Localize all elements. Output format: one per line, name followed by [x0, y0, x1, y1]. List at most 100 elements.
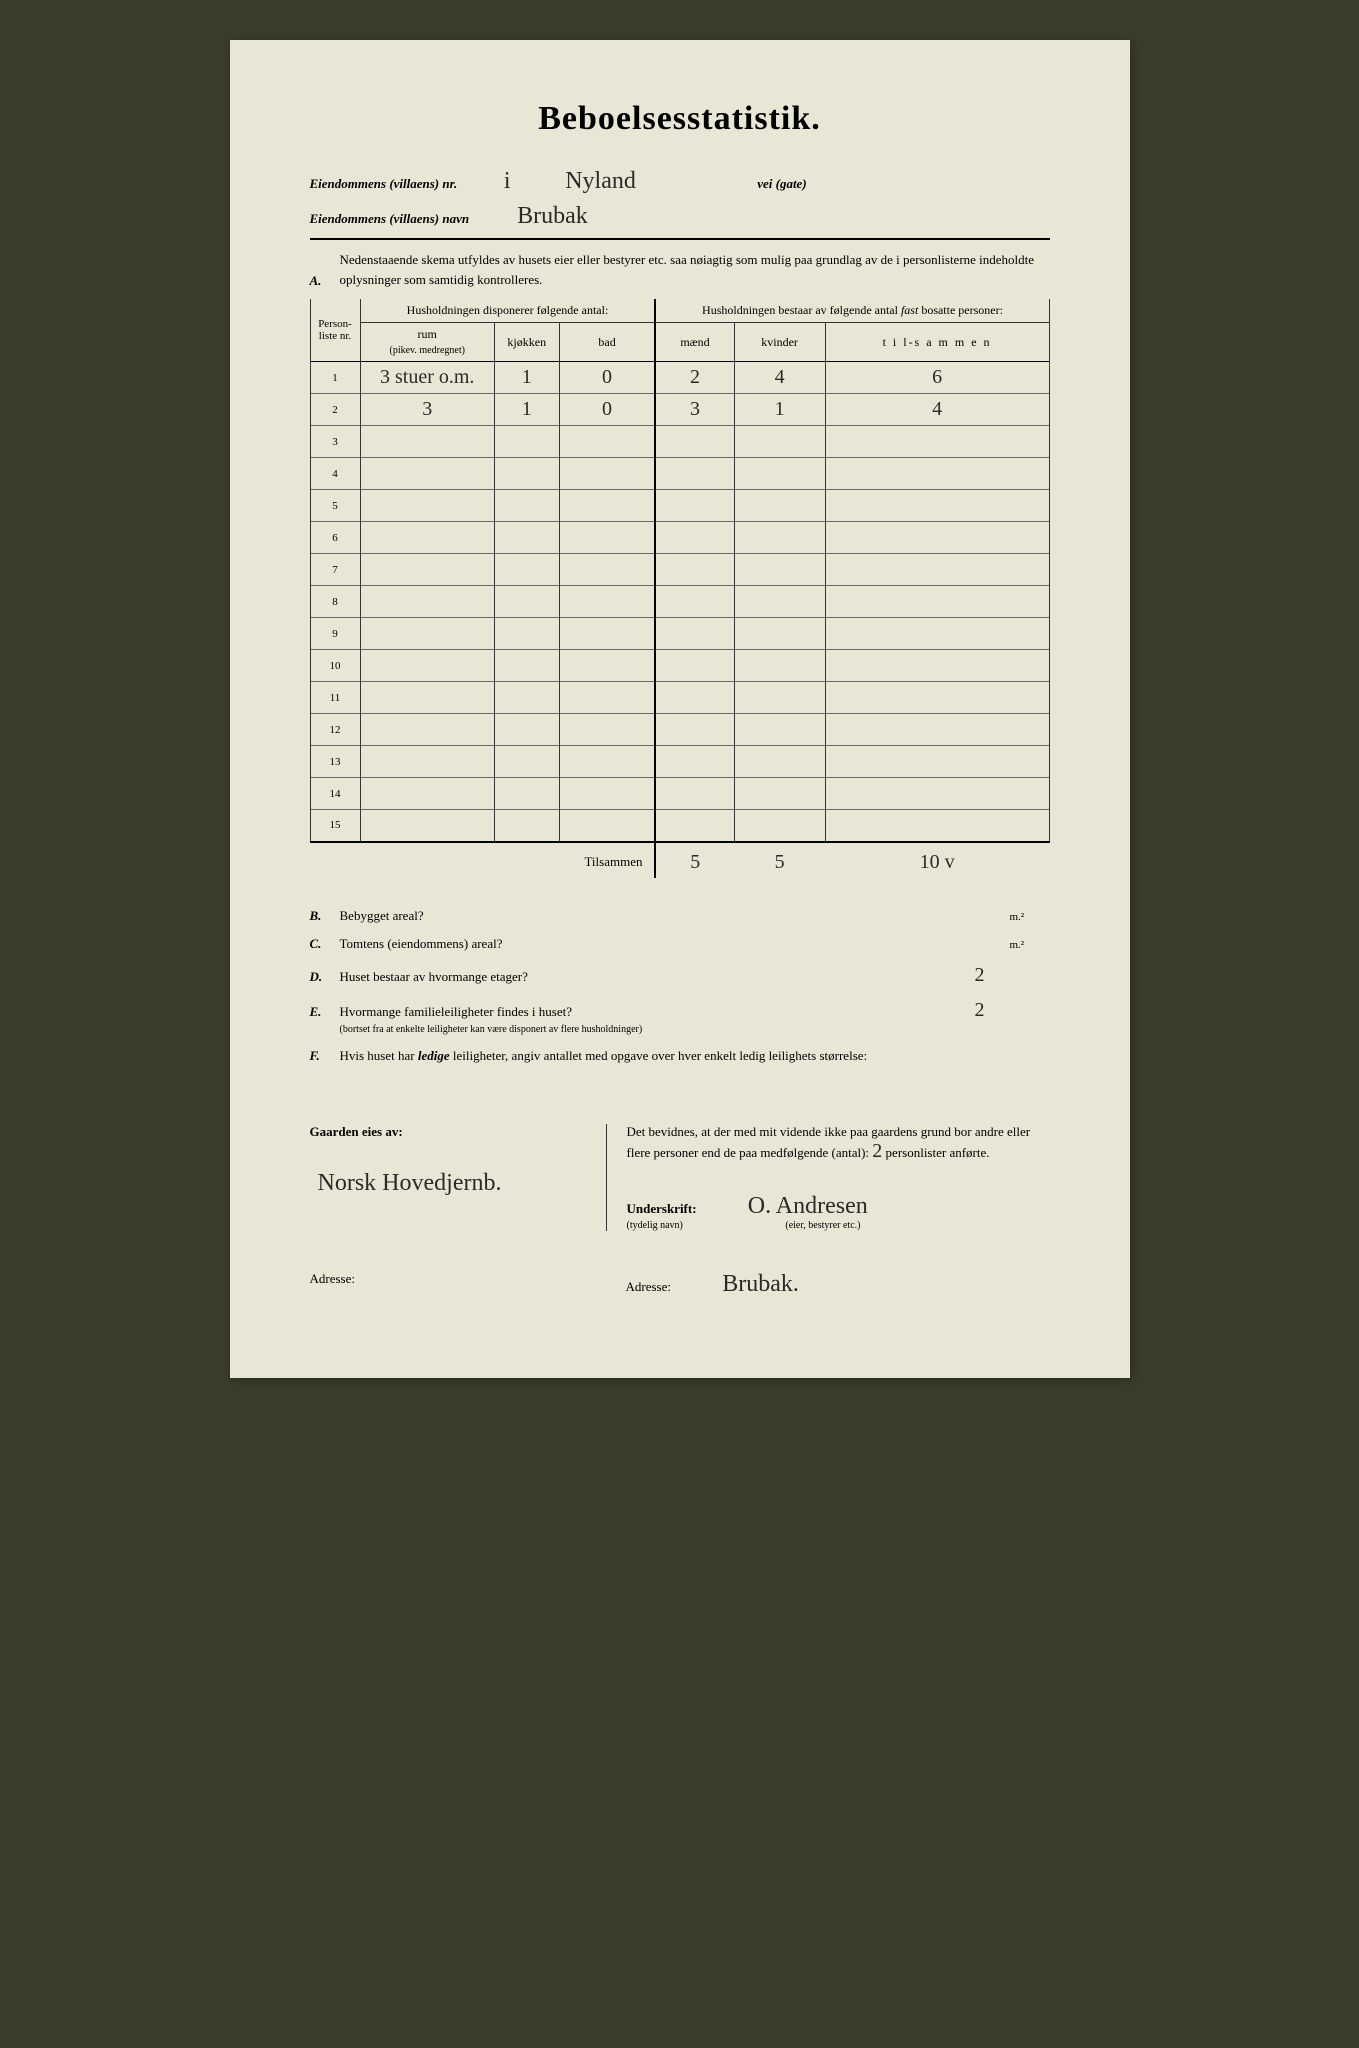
cell-tilsammen — [825, 426, 1049, 458]
cell-kvinder — [734, 554, 825, 586]
col-personliste: Person-liste nr. — [310, 299, 360, 362]
cell-rum — [360, 778, 494, 810]
cell-kj — [494, 682, 559, 714]
cell-tilsammen — [825, 778, 1049, 810]
cell-rum — [360, 490, 494, 522]
street-value: Nyland — [557, 168, 757, 195]
cell-maend — [655, 714, 734, 746]
property-name-row: Eiendommens (villaens) navn Brubak — [310, 203, 1050, 230]
table-row: 5 — [310, 490, 1049, 522]
cell-maend — [655, 586, 734, 618]
nr-label: Eiendommens (villaens) nr. — [310, 176, 458, 192]
nr-value: i — [457, 168, 557, 195]
cell-rum — [360, 650, 494, 682]
owner-signature: Norsk Hovedjernb. — [310, 1170, 586, 1197]
table-row: 8 — [310, 586, 1049, 618]
cell-rum — [360, 746, 494, 778]
cell-tilsammen — [825, 746, 1049, 778]
cell-tilsammen — [825, 522, 1049, 554]
cell-kvinder — [734, 714, 825, 746]
cell-kj: 1 — [494, 362, 559, 394]
section-a-letter: A. — [310, 273, 340, 289]
cell-kj — [494, 746, 559, 778]
cell-maend: 3 — [655, 394, 734, 426]
cell-rum — [360, 586, 494, 618]
col-bad: bad — [559, 323, 655, 362]
cell-rum: 3 — [360, 394, 494, 426]
table-row: 14 — [310, 778, 1049, 810]
cell-kj — [494, 586, 559, 618]
cell-rum — [360, 810, 494, 842]
cell-kj — [494, 522, 559, 554]
cell-bad — [559, 650, 655, 682]
sum-tilsammen: 10 v — [825, 842, 1049, 878]
cell-tilsammen: 4 — [825, 394, 1049, 426]
cell-tilsammen — [825, 490, 1049, 522]
cell-bad — [559, 554, 655, 586]
signature-sub: (tydelig navn) (eier, bestyrer etc.) — [627, 1220, 1050, 1231]
cell-bad: 0 — [559, 394, 655, 426]
cell-maend — [655, 618, 734, 650]
row-num: 12 — [310, 714, 360, 746]
table-row: 1 3 stuer o.m. 1 0 2 4 6 — [310, 362, 1049, 394]
cell-kvinder — [734, 810, 825, 842]
cell-kvinder — [734, 746, 825, 778]
cell-maend — [655, 810, 734, 842]
cell-tilsammen — [825, 810, 1049, 842]
table-row: 10 — [310, 650, 1049, 682]
navn-label: Eiendommens (villaens) navn — [310, 211, 470, 227]
tilsammen-label: Tilsammen — [559, 842, 655, 878]
row-num: 14 — [310, 778, 360, 810]
cell-maend — [655, 682, 734, 714]
cell-maend: 2 — [655, 362, 734, 394]
row-num: 6 — [310, 522, 360, 554]
footer-right: Det bevidnes, at der med mit vidende ikk… — [606, 1124, 1050, 1231]
signature-row: Underskrift: O. Andresen — [627, 1193, 1050, 1220]
cell-bad — [559, 426, 655, 458]
cell-kj — [494, 554, 559, 586]
cell-kvinder — [734, 586, 825, 618]
table-row: 12 — [310, 714, 1049, 746]
cell-kvinder — [734, 426, 825, 458]
adresse-right: Adresse: Brubak. — [606, 1271, 1050, 1298]
cell-kj — [494, 650, 559, 682]
cell-bad: 0 — [559, 362, 655, 394]
cell-bad — [559, 458, 655, 490]
cell-tilsammen — [825, 586, 1049, 618]
cell-tilsammen — [825, 458, 1049, 490]
adresse-left: Adresse: — [310, 1271, 606, 1298]
cell-rum — [360, 522, 494, 554]
cell-maend — [655, 426, 734, 458]
cell-maend — [655, 490, 734, 522]
col-rum: rum(pikev. medregnet) — [360, 323, 494, 362]
cell-rum — [360, 714, 494, 746]
row-num: 2 — [310, 394, 360, 426]
cell-kj — [494, 426, 559, 458]
table-row: 9 — [310, 618, 1049, 650]
footer: Gaarden eies av: Norsk Hovedjernb. Det b… — [310, 1124, 1050, 1231]
cell-tilsammen — [825, 682, 1049, 714]
cell-bad — [559, 522, 655, 554]
row-num: 4 — [310, 458, 360, 490]
property-number-row: Eiendommens (villaens) nr. i Nyland vei … — [310, 168, 1050, 195]
cell-rum: 3 stuer o.m. — [360, 362, 494, 394]
row-num: 10 — [310, 650, 360, 682]
section-a: A. Nedenstaaende skema utfyldes av huset… — [310, 250, 1050, 289]
row-num: 1 — [310, 362, 360, 394]
cell-kvinder — [734, 778, 825, 810]
cell-bad — [559, 586, 655, 618]
cell-tilsammen — [825, 714, 1049, 746]
row-num: 7 — [310, 554, 360, 586]
adresse-row: Adresse: Adresse: Brubak. — [310, 1271, 1050, 1298]
household-table: Person-liste nr. Husholdningen disponere… — [310, 299, 1050, 878]
cell-kj — [494, 810, 559, 842]
signature-value: O. Andresen — [740, 1193, 876, 1219]
table-row: 3 — [310, 426, 1049, 458]
group-left: Husholdningen disponerer følgende antal: — [360, 299, 655, 323]
cell-kj — [494, 618, 559, 650]
section-a-text: Nedenstaaende skema utfyldes av husets e… — [340, 250, 1050, 289]
cell-tilsammen: 6 — [825, 362, 1049, 394]
row-num: 11 — [310, 682, 360, 714]
cell-maend — [655, 522, 734, 554]
cell-bad — [559, 714, 655, 746]
